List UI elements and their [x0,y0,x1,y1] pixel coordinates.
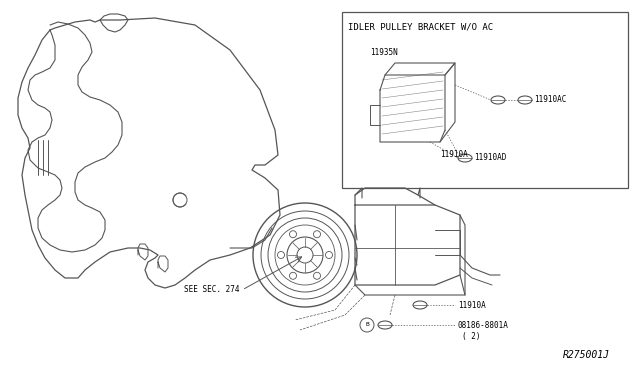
Text: B: B [365,323,369,327]
Text: 11910AD: 11910AD [474,154,506,163]
Text: ( 2): ( 2) [462,333,481,341]
Text: 11910AC: 11910AC [534,96,566,105]
Text: 11935N: 11935N [370,48,397,57]
Bar [342,12,628,188]
Text: 11910A: 11910A [440,150,468,159]
Text: R275001J: R275001J [563,350,610,360]
Text: 08186-8801A: 08186-8801A [458,321,509,330]
Text: 11910A: 11910A [458,301,486,310]
Text: SEE SEC. 274: SEE SEC. 274 [184,285,240,295]
Text: IDLER PULLEY BRACKET W/O AC: IDLER PULLEY BRACKET W/O AC [348,22,493,31]
